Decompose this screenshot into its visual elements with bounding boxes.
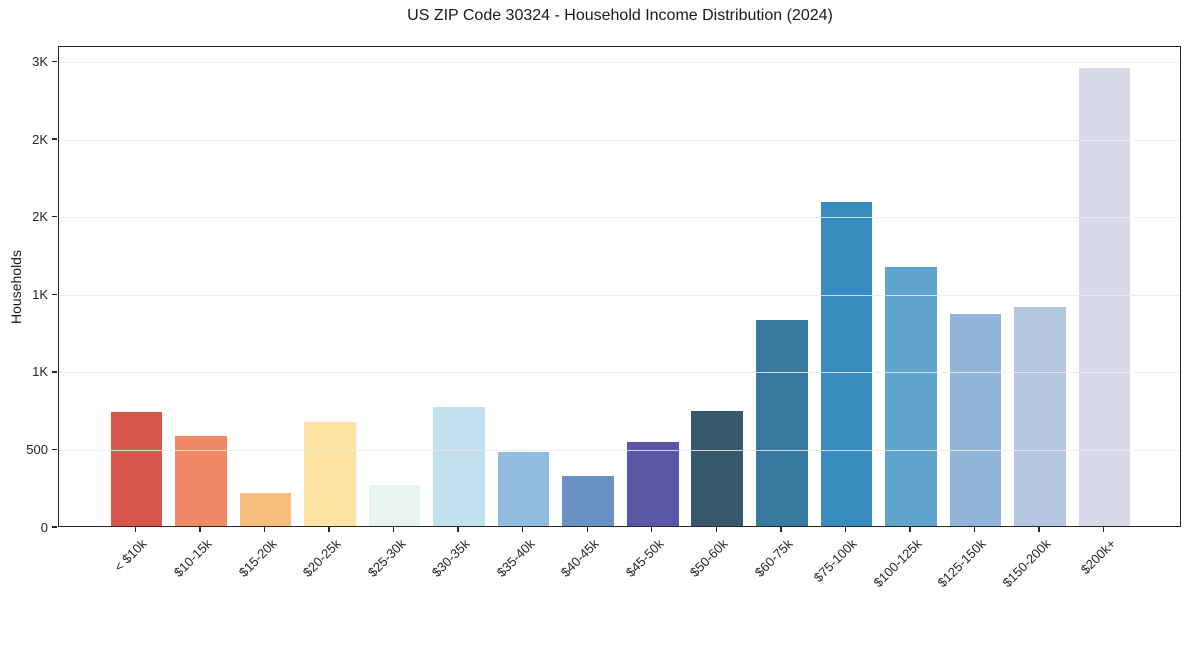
- y-tick-label: 500: [26, 441, 48, 457]
- x-tick-mark: [457, 527, 459, 532]
- x-tick-label: $30-35k: [428, 536, 473, 580]
- y-tick-mark: [52, 526, 57, 528]
- chart-figure: US ZIP Code 30324 - Household Income Dis…: [8, 7, 1181, 591]
- x-tick-mark: [1038, 527, 1040, 532]
- x-tick-label: $200k+: [1077, 536, 1119, 578]
- bar-40-45k: [562, 475, 615, 526]
- chart-title: US ZIP Code 30324 - Household Income Dis…: [407, 7, 833, 24]
- x-tick-mark: [780, 527, 782, 532]
- bar-10-15k: [175, 436, 227, 526]
- x-tick-label: < $10k: [111, 536, 151, 575]
- x-tick-label: $125-150k: [935, 536, 990, 591]
- x-tick-label: $100-125k: [870, 536, 925, 591]
- y-tick-mark: [52, 215, 57, 218]
- y-tick-label: 1K: [32, 286, 48, 302]
- x-tick-label: $150-200k: [999, 536, 1054, 591]
- gridline-2500: [59, 139, 1180, 141]
- gridline-1500: [59, 294, 1180, 296]
- bar-75-100k: [820, 201, 873, 526]
- y-tick-label: 3K: [32, 54, 48, 70]
- x-tick-mark: [715, 527, 717, 532]
- bar-10k: [110, 412, 163, 526]
- x-tick-label: $10-15k: [170, 536, 215, 580]
- y-tick-mark: [52, 371, 57, 373]
- bar-15-20k: [239, 492, 292, 526]
- bar-45-50k: [626, 442, 679, 526]
- x-tick-mark: [844, 527, 847, 532]
- gridline-3000: [59, 62, 1180, 64]
- x-tick-mark: [521, 527, 524, 532]
- x-tick-label: $15-20k: [235, 536, 280, 580]
- bar-200k: [1078, 68, 1131, 526]
- bar-100-125k: [885, 266, 937, 526]
- x-tick-label: $75-100k: [811, 536, 860, 585]
- y-tick-mark: [52, 448, 57, 451]
- x-tick-mark: [1102, 527, 1105, 532]
- x-tick-mark: [134, 527, 137, 532]
- plot-area: [58, 46, 1181, 527]
- x-tick-mark: [909, 527, 911, 532]
- x-tick-label: $45-50k: [622, 536, 667, 580]
- x-tick-mark: [199, 527, 201, 532]
- x-tick-mark: [651, 527, 653, 532]
- bar-50-60k: [691, 411, 744, 526]
- bar-20-25k: [304, 422, 356, 526]
- gridline-1000: [59, 372, 1180, 374]
- x-tick-label: $35-40k: [493, 536, 538, 580]
- x-tick-mark: [973, 527, 976, 532]
- x-tick-label: $25-30k: [364, 536, 409, 580]
- x-tick-mark: [263, 527, 266, 532]
- x-tick-mark: [328, 527, 330, 532]
- x-tick-label: $20-25k: [299, 536, 344, 580]
- x-tick-label: $60-75k: [751, 536, 796, 580]
- gridline-2000: [59, 217, 1180, 219]
- x-tick-label: $40-45k: [557, 536, 602, 580]
- y-tick-mark: [52, 138, 57, 140]
- y-tick-mark: [52, 60, 57, 63]
- bar-30-35k: [433, 407, 485, 526]
- bar-60-75k: [756, 319, 808, 526]
- gridline-500: [59, 449, 1180, 451]
- y-tick-label: 2K: [32, 209, 48, 225]
- x-tick-mark: [586, 527, 588, 532]
- bar-125-150k: [949, 314, 1002, 526]
- bar-35-40k: [497, 452, 550, 526]
- bar-150-200k: [1014, 306, 1066, 526]
- x-tick-mark: [392, 527, 395, 532]
- x-tick-label: $50-60k: [687, 536, 731, 580]
- y-tick-label: 2K: [32, 131, 48, 147]
- bar-25-30k: [368, 484, 421, 526]
- y-tick-label: 0: [40, 519, 48, 535]
- y-tick-label: 1K: [32, 364, 48, 380]
- y-tick-mark: [52, 293, 57, 295]
